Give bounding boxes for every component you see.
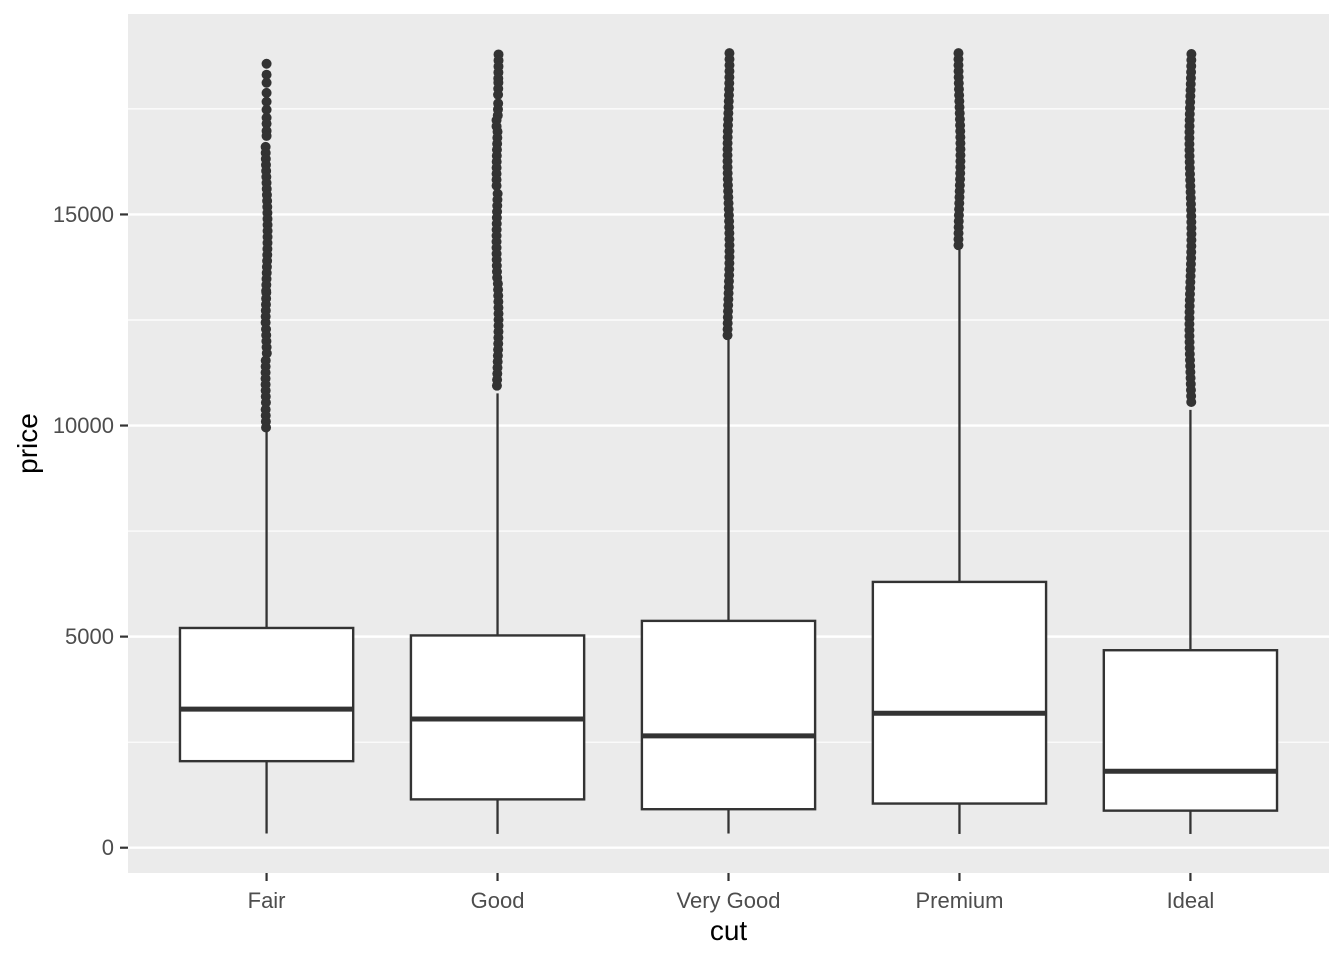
outlier-point (491, 380, 502, 391)
outlier-point (261, 69, 272, 80)
outlier-point (261, 422, 272, 433)
x-tick-label: Fair (248, 888, 286, 913)
box-iqr (640, 619, 817, 811)
y-tick-label: 5000 (65, 624, 114, 649)
outlier-point (261, 130, 272, 141)
y-tick-label: 0 (102, 835, 114, 860)
outlier-point (261, 118, 272, 129)
outlier-point (493, 89, 504, 100)
x-tick-label: Very Good (677, 888, 781, 913)
outlier-point (260, 397, 271, 408)
outlier-point (261, 96, 272, 107)
outlier-point (261, 104, 272, 115)
x-tick-label: Premium (915, 888, 1003, 913)
outlier-point (722, 330, 733, 341)
box-iqr (871, 580, 1048, 805)
x-tick-label: Ideal (1167, 888, 1215, 913)
y-tick-label: 15000 (53, 202, 114, 227)
outlier-point (491, 180, 502, 191)
outlier-point (261, 58, 272, 69)
box-iqr (1102, 649, 1279, 812)
outlier-point (953, 240, 964, 251)
x-tick-label: Good (471, 888, 525, 913)
y-axis-title: price (12, 413, 43, 474)
outlier-point (261, 77, 272, 88)
outlier-point (1186, 397, 1197, 408)
x-axis-title: cut (710, 915, 748, 946)
y-tick-label: 10000 (53, 413, 114, 438)
box-iqr (178, 626, 355, 763)
outlier-point (261, 87, 272, 98)
